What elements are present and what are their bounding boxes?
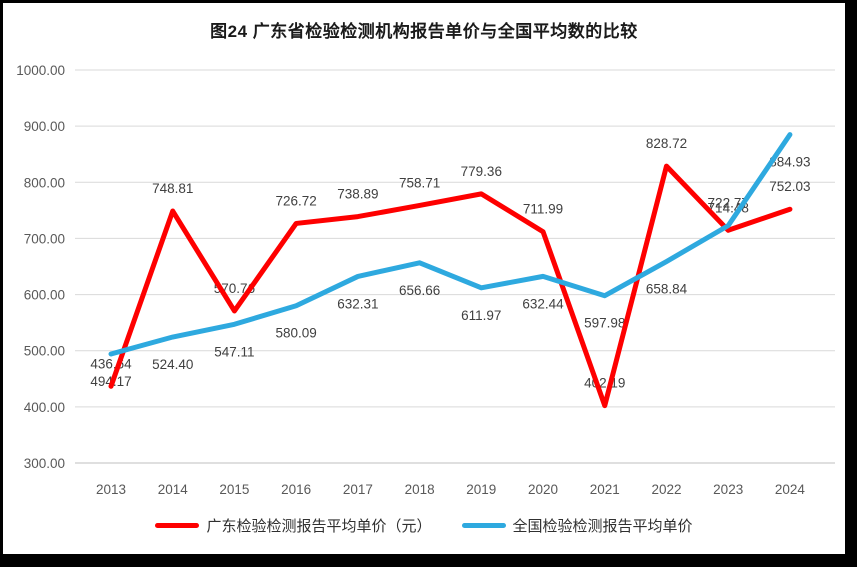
y-axis-tick-label: 900.00 — [24, 119, 65, 134]
x-axis-tick-label: 2018 — [405, 482, 435, 497]
y-axis-tick-label: 1000.00 — [16, 63, 65, 78]
data-label-series0: 779.36 — [461, 164, 502, 179]
legend-label-national: 全国检验检测报告平均单价 — [512, 518, 693, 535]
data-label-series1: 632.31 — [337, 296, 378, 311]
legend-line-blue-icon — [461, 523, 506, 528]
chart-frame: 图24 广东省检验检测机构报告单价与全国平均数的比较 1000.00 900.00… — [3, 3, 845, 554]
x-axis-tick-label: 2024 — [775, 482, 806, 497]
x-axis-tick-label: 2022 — [651, 482, 681, 497]
legend-label-guangdong: 广东检验检测报告平均单价（元） — [206, 518, 432, 535]
data-label-series1: 597.98 — [584, 316, 625, 331]
data-label-series0: 748.81 — [152, 181, 193, 196]
data-label-series0: 828.72 — [646, 136, 687, 151]
data-label-series1: 632.44 — [522, 296, 564, 311]
y-axis-tick-label: 400.00 — [24, 400, 65, 415]
series-line-0[interactable] — [108, 163, 793, 409]
data-label-series1: 656.66 — [399, 283, 440, 298]
data-label-series0: 738.89 — [337, 187, 378, 202]
legend-item-guangdong[interactable]: 广东检验检测报告平均单价（元） — [155, 515, 432, 536]
x-axis-tick-label: 2014 — [158, 482, 189, 497]
data-label-series0: 752.03 — [769, 179, 810, 194]
data-label-series0: 402.19 — [584, 376, 625, 391]
x-axis-tick-label: 2015 — [219, 482, 249, 497]
chart-title: 图24 广东省检验检测机构报告单价与全国平均数的比较 — [210, 22, 638, 41]
y-axis-tick-label: 300.00 — [24, 456, 65, 471]
data-label-series1: 611.97 — [461, 308, 501, 323]
x-axis-tick-label: 2013 — [96, 482, 126, 497]
x-axis-tick-label: 2017 — [343, 482, 373, 497]
data-label-series1: 658.84 — [646, 282, 688, 297]
data-label-series0: 726.72 — [276, 193, 317, 208]
data-label-series1: 524.40 — [152, 357, 193, 372]
chart-legend: 广东检验检测报告平均单价（元） 全国检验检测报告平均单价 — [3, 515, 845, 536]
x-axis-tick-label: 2023 — [713, 482, 743, 497]
line-chart-plot: 1000.00 900.00 800.00 700.00 600.00 500.00 400… — [16, 63, 835, 497]
y-axis-tick-label: 700.00 — [24, 231, 65, 246]
legend-item-national[interactable]: 全国检验检测报告平均单价 — [461, 515, 693, 536]
legend-line-red-icon — [155, 523, 200, 528]
data-label-series1: 547.11 — [214, 344, 254, 359]
x-axis-tick-label: 2021 — [590, 482, 620, 497]
data-label-series1: 580.09 — [276, 326, 317, 341]
data-label-series0: 758.71 — [399, 175, 440, 190]
x-axis-tick-label: 2019 — [466, 482, 496, 497]
x-axis-tick-label: 2020 — [528, 482, 558, 497]
data-label-series0: 436.64 — [90, 356, 132, 371]
data-label-series1: 884.93 — [769, 155, 810, 170]
data-label-series0: 711.99 — [523, 202, 563, 217]
series-line-1[interactable] — [108, 132, 793, 357]
y-axis-tick-label: 600.00 — [24, 288, 65, 303]
y-axis-tick-label: 500.00 — [24, 344, 65, 359]
y-axis-tick-label: 800.00 — [24, 175, 65, 190]
x-axis-tick-label: 2016 — [281, 482, 311, 497]
